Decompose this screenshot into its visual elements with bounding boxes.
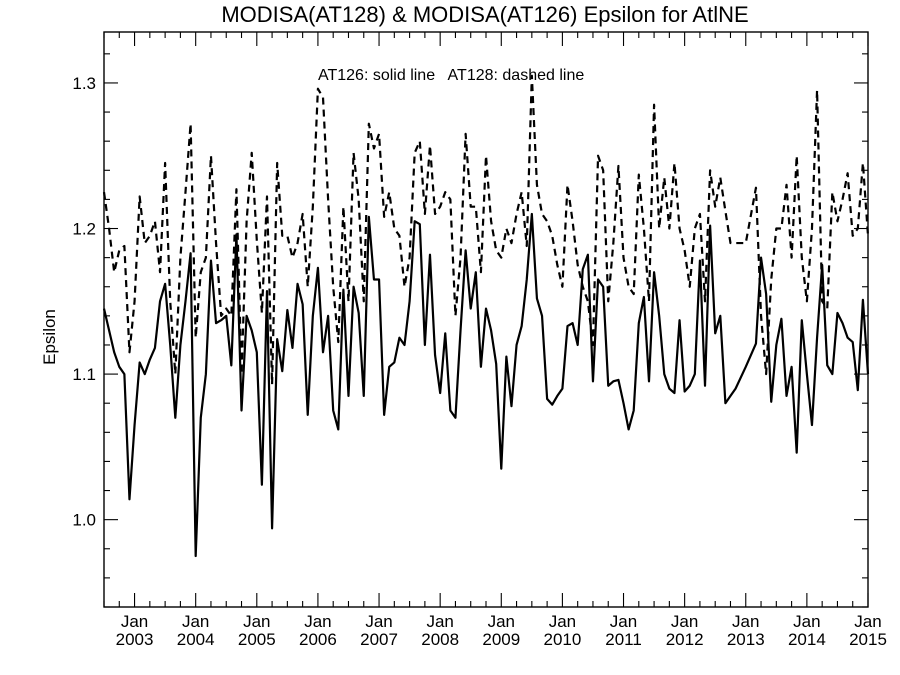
x-tick-year: 2009 <box>482 630 520 649</box>
x-tick-year: 2003 <box>116 630 154 649</box>
x-tick-month: Jan <box>854 612 881 631</box>
y-tick-label: 1.3 <box>72 74 96 93</box>
x-tick-year: 2012 <box>666 630 704 649</box>
x-tick-year: 2008 <box>421 630 459 649</box>
chart-title: MODISA(AT128) & MODISA(AT126) Epsilon fo… <box>221 2 748 27</box>
x-tick-month: Jan <box>304 612 331 631</box>
y-axis-label: Epsilon <box>40 309 59 365</box>
x-tick-year: 2004 <box>177 630 215 649</box>
x-tick-month: Jan <box>426 612 453 631</box>
x-tick-month: Jan <box>182 612 209 631</box>
x-tick-year: 2014 <box>788 630 826 649</box>
x-tick-month: Jan <box>549 612 576 631</box>
x-tick-month: Jan <box>121 612 148 631</box>
x-tick-month: Jan <box>793 612 820 631</box>
x-tick-year: 2010 <box>543 630 581 649</box>
y-tick-label: 1.1 <box>72 365 96 384</box>
y-tick-label: 1.2 <box>72 220 96 239</box>
x-tick-year: 2011 <box>605 630 642 649</box>
y-tick-label: 1.0 <box>72 511 96 530</box>
x-tick-month: Jan <box>488 612 515 631</box>
series-annotation: AT126: solid line AT128: dashed line <box>318 67 584 84</box>
x-tick-year: 2013 <box>727 630 765 649</box>
x-tick-month: Jan <box>610 612 637 631</box>
x-tick-month: Jan <box>243 612 270 631</box>
series-line-at128 <box>102 74 870 386</box>
series-layer <box>102 74 870 558</box>
x-tick-month: Jan <box>732 612 759 631</box>
x-tick-month: Jan <box>671 612 698 631</box>
x-tick-year: 2005 <box>238 630 276 649</box>
x-tick-labels: Jan2003Jan2004Jan2005Jan2006Jan2007Jan20… <box>116 612 887 649</box>
x-tick-month: Jan <box>365 612 392 631</box>
y-tick-labels: 1.0 1.1 1.2 1.3 <box>72 74 96 530</box>
x-tick-year: 2015 <box>849 630 887 649</box>
x-tick-year: 2006 <box>299 630 337 649</box>
x-tick-year: 2007 <box>360 630 398 649</box>
series-line-at126 <box>102 212 870 558</box>
